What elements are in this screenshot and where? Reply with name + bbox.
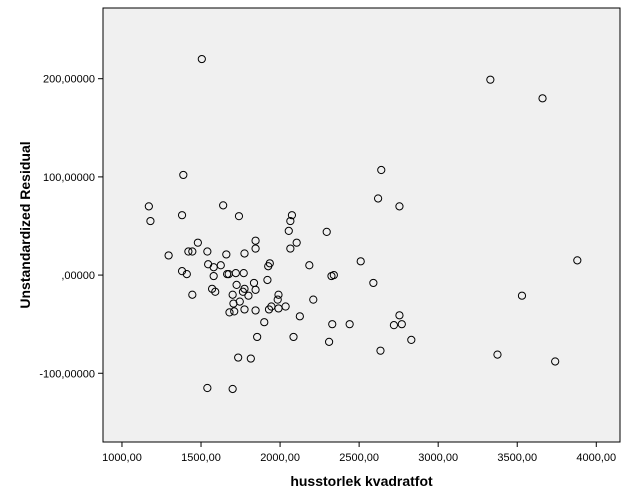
data-point <box>203 247 212 256</box>
y-tick-label: 100,00000 <box>43 172 95 184</box>
x-tick-label: 3500,00 <box>497 452 537 464</box>
data-point <box>244 291 253 300</box>
y-tick-label: 200,00000 <box>43 74 95 86</box>
data-point <box>395 311 404 320</box>
data-point <box>264 305 274 314</box>
data-point <box>289 332 298 342</box>
data-point <box>230 307 239 316</box>
data-point <box>309 295 318 304</box>
y-axis: -100,00000 ,00000 100,00000 200,00000 <box>39 74 103 380</box>
y-axis-title: Unstandardized Residual <box>17 141 33 308</box>
x-axis: 1000,00 1500,00 2000,00 2500,00 3000,00 3500,… <box>102 442 616 464</box>
data-point <box>234 212 244 221</box>
plot-area <box>102 7 621 443</box>
data-point <box>264 262 273 271</box>
data-point <box>240 249 249 258</box>
data-point <box>177 267 187 276</box>
data-point <box>219 201 228 210</box>
data-point <box>240 305 249 314</box>
data-point <box>274 304 283 313</box>
data-point <box>329 270 338 280</box>
data-point <box>251 236 260 245</box>
data-point <box>260 318 269 327</box>
x-tick-label: 4000,00 <box>576 452 616 464</box>
data-point <box>146 216 155 226</box>
data-point <box>222 250 231 259</box>
data-point <box>407 335 416 344</box>
data-point <box>273 295 282 304</box>
data-point <box>251 285 260 294</box>
data-point <box>232 280 241 289</box>
data-point <box>573 256 582 265</box>
data-point <box>188 290 197 299</box>
data-point <box>395 202 404 211</box>
data-point <box>228 384 237 394</box>
data-point <box>287 211 297 220</box>
data-point <box>369 278 378 288</box>
data-point <box>225 308 234 317</box>
x-axis-title: husstorlek kvadratfot <box>290 473 433 489</box>
data-point <box>177 211 187 220</box>
data-point <box>305 261 314 270</box>
data-point <box>356 257 365 266</box>
data-point <box>231 269 240 278</box>
data-point <box>397 320 406 329</box>
y-tick-label: -100,00000 <box>39 368 95 380</box>
y-tick-label: ,00000 <box>61 270 95 282</box>
data-point <box>493 350 502 359</box>
data-point <box>193 238 202 247</box>
data-point <box>228 290 237 299</box>
data-point <box>486 75 495 84</box>
data-point <box>292 238 301 247</box>
data-point <box>144 202 153 211</box>
data-point <box>263 275 272 285</box>
data-point <box>376 346 385 355</box>
data-point <box>286 244 295 253</box>
x-tick-label: 2500,00 <box>339 452 379 464</box>
data-point <box>234 353 243 362</box>
data-point <box>164 251 173 260</box>
data-point <box>239 269 248 278</box>
data-point <box>246 354 255 363</box>
data-point <box>324 337 334 346</box>
data-point <box>179 170 188 180</box>
x-tick-label: 1500,00 <box>181 452 221 464</box>
data-point <box>517 291 527 300</box>
x-tick-label: 1000,00 <box>102 452 142 464</box>
data-point <box>209 271 218 281</box>
x-tick-label: 3000,00 <box>418 452 458 464</box>
data-point <box>295 312 304 321</box>
data-point <box>209 263 218 272</box>
data-point <box>188 247 197 256</box>
data-point <box>253 332 262 342</box>
x-tick-label: 2000,00 <box>260 452 300 464</box>
data-point <box>374 194 383 203</box>
data-point <box>345 320 354 329</box>
data-point <box>286 216 295 226</box>
data-point <box>211 287 220 296</box>
data-point <box>274 290 283 299</box>
data-point <box>322 227 331 236</box>
data-point <box>184 247 193 256</box>
data-point <box>328 320 337 329</box>
data-point <box>377 165 386 175</box>
data-points <box>144 54 582 394</box>
data-point <box>389 321 399 330</box>
data-point <box>284 226 293 235</box>
data-point <box>238 287 248 296</box>
data-point <box>251 306 260 315</box>
data-point <box>551 357 560 366</box>
data-point <box>197 54 206 64</box>
data-point <box>538 94 547 103</box>
data-point <box>229 299 238 308</box>
data-point <box>203 383 212 393</box>
data-point <box>182 269 191 279</box>
data-point <box>251 244 260 253</box>
